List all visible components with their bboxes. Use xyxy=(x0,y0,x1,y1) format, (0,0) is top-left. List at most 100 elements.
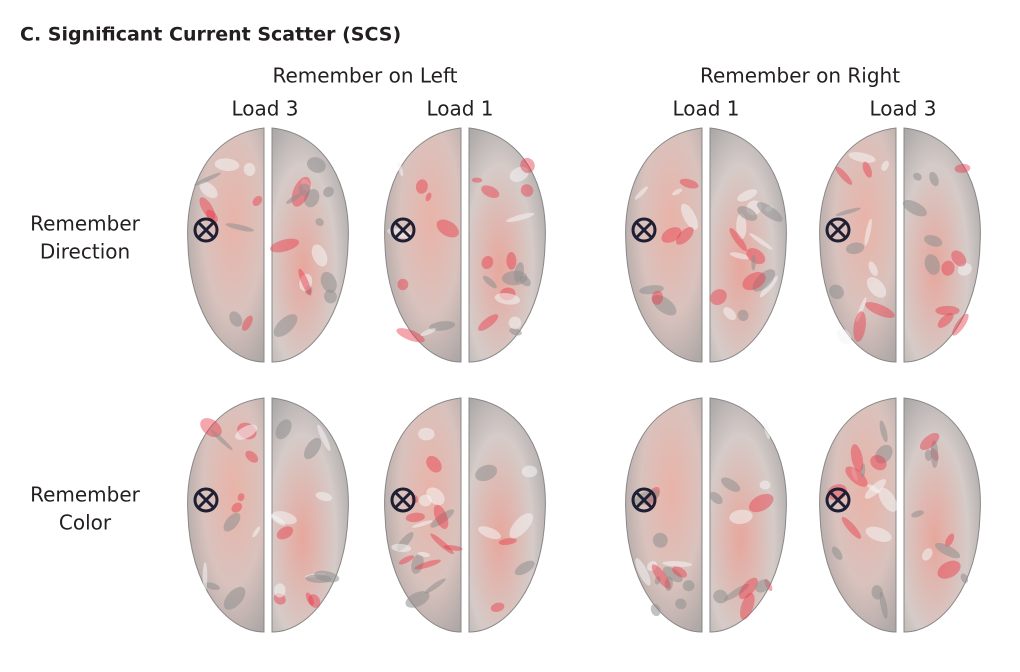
sulcus xyxy=(709,491,723,505)
sulcus xyxy=(475,464,498,482)
sulcus xyxy=(420,328,436,336)
sulcus xyxy=(314,570,340,583)
column-group-label: Remember on Left xyxy=(272,64,457,88)
sulcus xyxy=(634,186,649,200)
activation xyxy=(415,179,428,194)
sulcus xyxy=(194,172,221,186)
electrode-marker-cross xyxy=(394,221,412,239)
sulcus xyxy=(225,223,254,232)
sulcus xyxy=(911,510,924,518)
sulcus xyxy=(650,603,661,617)
sulcus xyxy=(652,532,668,548)
sulcus xyxy=(320,271,337,293)
activation xyxy=(675,227,694,245)
sulcus xyxy=(924,449,932,461)
electrode-marker-cross xyxy=(829,491,847,509)
electrode-marker xyxy=(631,487,657,513)
sulcus xyxy=(860,463,866,478)
activation xyxy=(425,192,432,202)
sulcus xyxy=(751,254,756,271)
activation xyxy=(746,248,766,265)
electrode-marker xyxy=(390,487,416,513)
sulcus xyxy=(682,580,695,592)
sulcus xyxy=(646,560,658,571)
sulcus xyxy=(866,277,887,298)
activation xyxy=(945,533,955,547)
sulcus xyxy=(252,526,261,538)
activation xyxy=(951,250,967,267)
column-label: Load 1 xyxy=(672,97,739,121)
brain xyxy=(384,397,546,633)
sulcus xyxy=(871,585,883,600)
sulcus xyxy=(204,582,220,590)
sulcus xyxy=(273,314,298,337)
sulcus xyxy=(736,213,747,240)
activation xyxy=(710,289,727,306)
sulcus xyxy=(737,309,749,322)
sulcus xyxy=(922,548,933,561)
activation xyxy=(237,493,245,502)
left-hemisphere xyxy=(384,397,462,633)
electrode-marker xyxy=(390,217,416,243)
sulcus xyxy=(275,419,292,440)
activation xyxy=(661,227,682,243)
activation xyxy=(269,238,300,253)
sulcus xyxy=(868,261,878,276)
activation xyxy=(870,454,887,471)
activation xyxy=(845,466,868,487)
sulcus xyxy=(286,193,302,204)
sulcus xyxy=(672,188,682,196)
activation xyxy=(748,493,774,513)
electrode-marker-cross xyxy=(197,491,215,509)
sulcus xyxy=(924,254,940,275)
activation xyxy=(433,504,449,530)
activation xyxy=(865,302,895,318)
sulcus xyxy=(405,591,430,608)
electrode-marker-cross xyxy=(635,491,653,509)
activation xyxy=(298,268,312,296)
activation xyxy=(935,305,960,316)
activation xyxy=(200,418,222,438)
sulcus xyxy=(391,543,412,553)
sulcus xyxy=(752,269,776,292)
sulcus xyxy=(521,465,538,478)
electrode-marker xyxy=(193,487,219,513)
activation xyxy=(937,560,961,579)
sulcus xyxy=(930,440,939,468)
column-group-label: Remember on Right xyxy=(700,64,900,88)
column-label: Load 1 xyxy=(426,97,493,121)
right-hemisphere xyxy=(709,127,787,363)
activation xyxy=(740,592,755,620)
sulcus xyxy=(304,437,322,460)
sulcus xyxy=(315,218,324,227)
activation xyxy=(305,592,314,606)
sulcus xyxy=(935,542,961,559)
activation xyxy=(729,228,747,252)
activation xyxy=(937,313,954,328)
activation xyxy=(506,251,517,270)
right-hemisphere xyxy=(468,127,546,363)
figure-title: C. Significant Current Scatter (SCS) xyxy=(20,24,401,46)
sulcus xyxy=(426,487,445,506)
sulcus xyxy=(514,262,524,283)
row-label: Remember xyxy=(30,483,141,507)
sulcus xyxy=(729,509,753,524)
activation xyxy=(245,450,259,463)
sulcus xyxy=(509,513,533,539)
brain xyxy=(819,397,981,633)
activation xyxy=(443,545,463,551)
sulcus xyxy=(429,321,456,331)
sulcus xyxy=(957,263,972,276)
activation xyxy=(199,197,216,220)
right-hemisphere xyxy=(903,127,981,363)
sulcus xyxy=(864,479,887,499)
activation xyxy=(396,328,425,343)
brain xyxy=(384,127,546,363)
sulcus xyxy=(864,218,872,246)
activation xyxy=(405,512,425,523)
left-hemisphere xyxy=(625,397,703,633)
activation xyxy=(850,444,864,472)
activation xyxy=(498,538,517,546)
sulcus xyxy=(509,166,529,182)
